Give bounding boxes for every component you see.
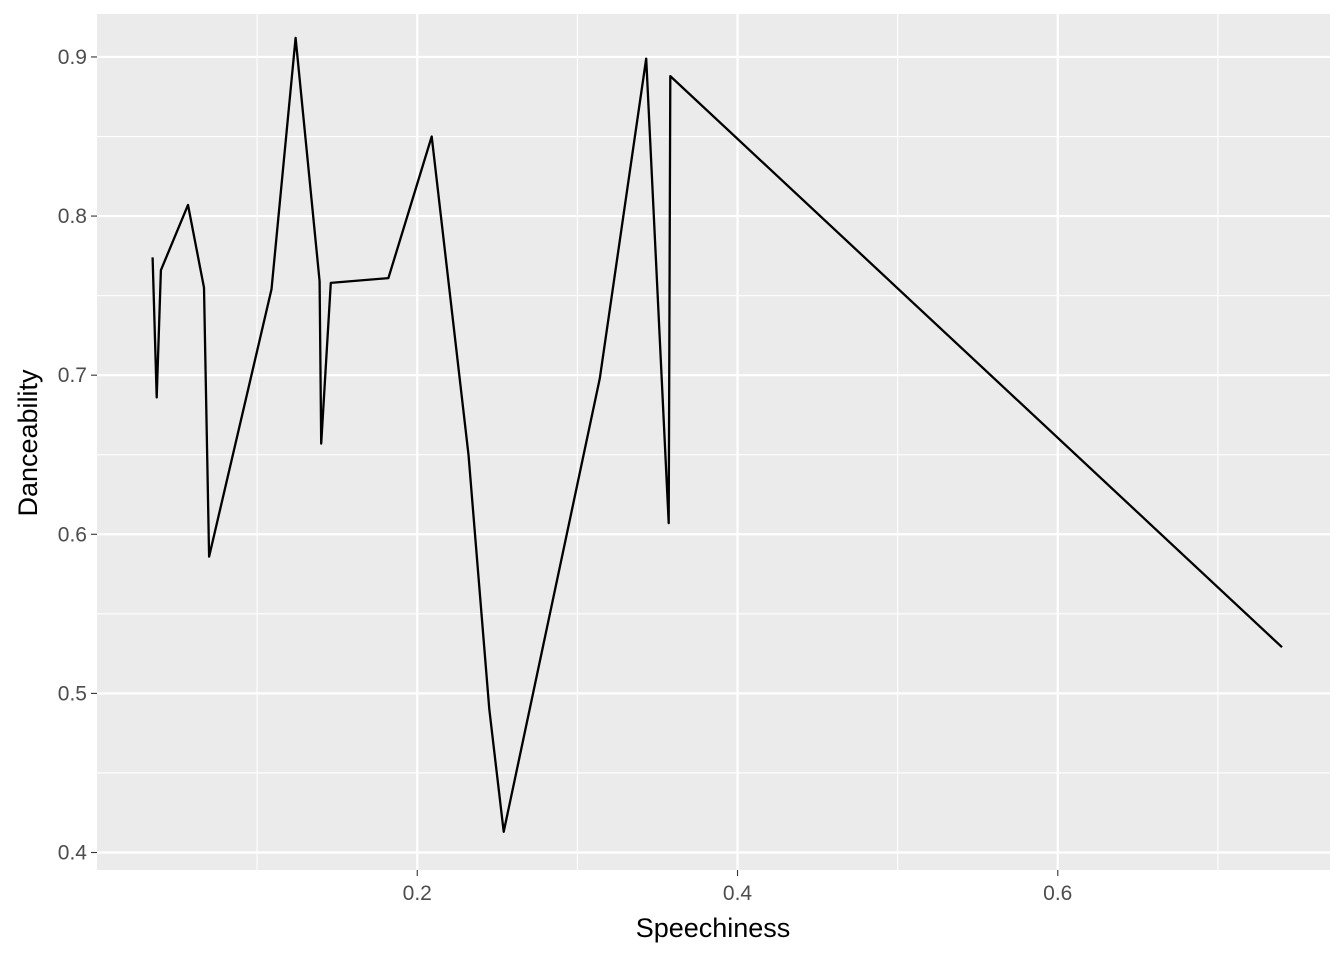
major-gridlines: [97, 14, 1330, 870]
x-tick-label: 0.4: [723, 882, 753, 905]
y-axis-title: Danceability: [13, 369, 43, 517]
y-tick-label: 0.4: [58, 841, 88, 864]
minor-gridlines: [97, 14, 1330, 870]
x-tick-label: 0.2: [403, 882, 432, 905]
y-tick-label: 0.5: [58, 682, 87, 705]
y-axis: 0.4 0.5 0.6 0.7 0.8 0.9: [58, 46, 97, 864]
y-tick-label: 0.8: [58, 205, 87, 228]
y-tick-label: 0.6: [58, 523, 87, 546]
x-axis: 0.2 0.4 0.6: [403, 870, 1072, 905]
y-tick-label: 0.9: [58, 46, 87, 69]
series-line: [151, 36, 1283, 833]
y-tick-label: 0.7: [58, 364, 87, 387]
series-layer: [151, 36, 1283, 833]
x-tick-label: 0.6: [1043, 882, 1072, 905]
plot-panel: [97, 14, 1330, 870]
x-axis-title: Speechiness: [636, 913, 791, 943]
